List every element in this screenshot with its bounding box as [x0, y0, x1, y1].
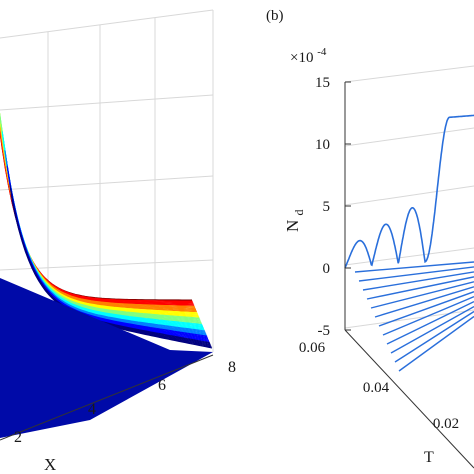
waterfall-traces — [344, 114, 474, 372]
surface-mesh-line — [0, 114, 198, 315]
waterfall-trace — [370, 281, 474, 309]
y-axis-label-sub: d — [292, 209, 306, 215]
t-axis-label: T — [424, 449, 434, 466]
surface-mesh-line — [0, 122, 195, 306]
surface-mesh-line — [0, 127, 192, 301]
waterfall-trace — [358, 266, 474, 282]
left-grid — [0, 9, 214, 352]
surface-mesh-line — [0, 115, 198, 314]
y-tick-label: -5 — [318, 323, 331, 339]
y-scale-label: ×10 -4 — [290, 46, 327, 66]
front-trace — [344, 114, 474, 269]
x-tick-label: 8 — [228, 359, 236, 376]
surface-mesh-line — [0, 116, 197, 313]
y-axis-label: N d — [283, 209, 306, 232]
x-tick-label: 4 — [88, 401, 96, 418]
surface-floor — [0, 278, 213, 438]
y-tick-label: 0 — [323, 261, 331, 277]
x-axis-ticks: 2 4 6 8 — [14, 359, 236, 446]
waterfall-trace — [394, 310, 474, 363]
x-axis-label: X — [44, 455, 56, 474]
y-tick-label: 15 — [315, 75, 330, 91]
t-axis-ticks: 0.06 0.04 0.02 — [299, 340, 459, 432]
waterfall-trace — [398, 315, 474, 372]
waterfall-trace — [366, 276, 474, 300]
waterfall-trace — [390, 305, 474, 354]
y-axis-label-main: N — [283, 220, 302, 232]
surface-mesh-line — [0, 121, 195, 307]
y-axis-ticks: 15 10 5 0 -5 — [315, 75, 351, 339]
svg-text:N d: N d — [283, 209, 306, 232]
t-axis-line — [344, 329, 474, 469]
x-axis-line — [0, 354, 214, 441]
surface-mesh-line — [0, 112, 199, 317]
waterfall-trace — [386, 300, 474, 345]
surface-mesh-line — [0, 120, 196, 308]
surface-mesh-line — [0, 119, 196, 310]
panel-label: (b) — [266, 8, 284, 24]
waterfall-trace — [382, 296, 474, 336]
surface-mesh-line — [0, 118, 197, 311]
surface-mesh-line — [0, 113, 199, 316]
surface-mesh-line — [0, 124, 194, 304]
y-scale-main: ×10 — [290, 50, 313, 66]
t-tick-label: 0.06 — [299, 340, 326, 356]
surface-mesh — [0, 112, 213, 349]
right-waterfall-panel: 15 10 5 0 -5 0.06 0.04 0.02 (b) ×10 -4 N d T — [266, 8, 474, 469]
waterfall-trace — [378, 291, 474, 327]
waterfall-trace — [354, 261, 474, 273]
t-tick-label: 0.02 — [433, 416, 459, 432]
left-surface-panel: 2 4 6 8 X — [0, 9, 236, 474]
x-tick-label: 2 — [14, 429, 22, 446]
y-tick-label: 10 — [315, 137, 330, 153]
waterfall-trace — [374, 286, 474, 318]
x-tick-label: 6 — [158, 377, 166, 394]
waterfall-trace — [362, 271, 474, 291]
t-tick-label: 0.04 — [363, 380, 390, 396]
y-tick-label: 5 — [323, 199, 331, 215]
surface-mesh-line — [0, 117, 197, 312]
y-scale-exponent: -4 — [317, 46, 327, 58]
